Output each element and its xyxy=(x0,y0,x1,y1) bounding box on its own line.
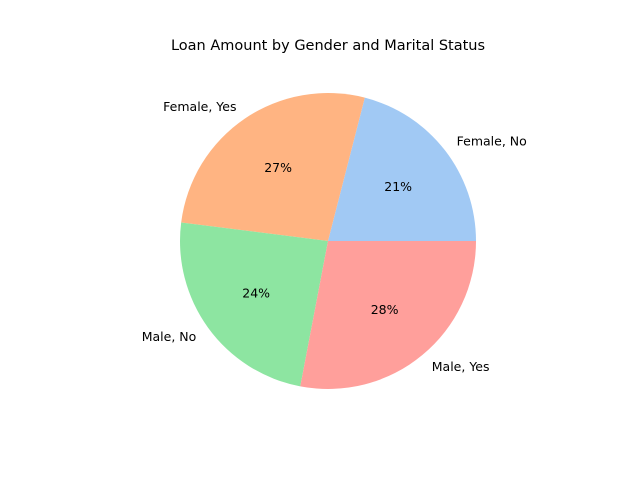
pie-slices xyxy=(180,93,476,390)
pie-slice-female-no xyxy=(328,97,476,242)
chart-title: Loan Amount by Gender and Marital Status xyxy=(171,38,485,54)
pie-slice-male-yes xyxy=(300,241,476,390)
pct-label-male-no: 24% xyxy=(242,286,270,301)
slice-label-female-yes: Female, Yes xyxy=(163,99,236,114)
pct-label-female-no: 21% xyxy=(384,179,412,194)
pie-slice-male-no xyxy=(180,222,328,387)
pie-labels: Female, No 21% Female, Yes 27% Male, No 24% Ma… xyxy=(142,99,527,374)
slice-label-male-yes: Male, Yes xyxy=(432,359,490,374)
pct-label-female-yes: 27% xyxy=(264,160,292,175)
pct-label-male-yes: 28% xyxy=(371,302,399,317)
slice-label-male-no: Male, No xyxy=(142,329,197,344)
slice-label-female-no: Female, No xyxy=(457,134,527,149)
pie-slice-female-yes xyxy=(181,93,365,241)
